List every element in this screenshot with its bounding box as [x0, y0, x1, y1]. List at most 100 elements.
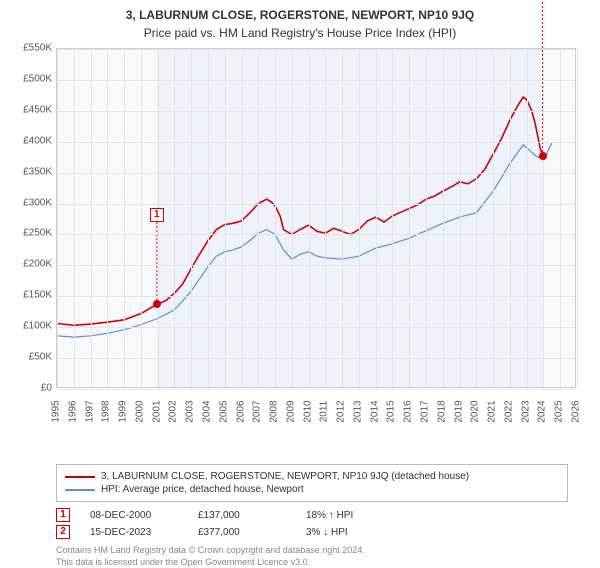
grid-v: [107, 49, 108, 387]
x-axis-label: 2004: [201, 400, 212, 422]
grid-h: [57, 111, 575, 112]
grid-v: [342, 49, 343, 387]
attribution: Contains HM Land Registry data © Crown c…: [56, 545, 568, 568]
x-axis-label: 2001: [151, 400, 162, 422]
x-axis-label: 2005: [218, 400, 229, 422]
x-axis-label: 2000: [134, 400, 145, 422]
transactions-table: 108-DEC-2000£137,00018% ↑ HPI215-DEC-202…: [56, 508, 568, 539]
transaction-price: £137,000: [198, 510, 286, 521]
x-axis-label: 2014: [369, 400, 380, 422]
grid-h: [57, 173, 575, 174]
y-axis-label: £300K: [12, 197, 52, 208]
x-axis-label: 2012: [336, 400, 347, 422]
x-axis-label: 1998: [101, 400, 112, 422]
x-axis-label: 2020: [470, 400, 481, 422]
grid-v: [560, 49, 561, 387]
grid-v: [527, 49, 528, 387]
grid-h: [57, 265, 575, 266]
grid-v: [141, 49, 142, 387]
x-axis-label: 2006: [235, 400, 246, 422]
x-axis-label: 2025: [554, 400, 565, 422]
legend: 3, LABURNUM CLOSE, ROGERSTONE, NEWPORT, …: [56, 464, 568, 502]
legend-item: 3, LABURNUM CLOSE, ROGERSTONE, NEWPORT, …: [65, 471, 559, 482]
x-axis-label: 2019: [453, 400, 464, 422]
x-axis-label: 2009: [285, 400, 296, 422]
x-axis-label: 2002: [168, 400, 179, 422]
grid-h: [57, 296, 575, 297]
legend-swatch: [65, 489, 95, 491]
grid-v: [543, 49, 544, 387]
x-axis-label: 1996: [67, 400, 78, 422]
grid-v: [325, 49, 326, 387]
x-axis-label: 2008: [269, 400, 280, 422]
grid-v: [376, 49, 377, 387]
x-axis-label: 2011: [319, 401, 330, 423]
grid-v: [275, 49, 276, 387]
chart: 12 £0£50K£100K£150K£200K£250K£300K£350K£…: [12, 48, 588, 428]
grid-v: [359, 49, 360, 387]
grid-v: [208, 49, 209, 387]
y-axis-label: £200K: [12, 259, 52, 270]
grid-v: [426, 49, 427, 387]
grid-h: [57, 234, 575, 235]
y-axis-label: £450K: [12, 104, 52, 115]
transaction-badge: 1: [56, 508, 70, 522]
legend-item: HPI: Average price, detached house, Newp…: [65, 484, 559, 495]
transaction-date: 08-DEC-2000: [90, 510, 178, 521]
grid-v: [443, 49, 444, 387]
grid-h: [57, 80, 575, 81]
x-axis-label: 2015: [386, 400, 397, 422]
chart-plot: 12: [56, 48, 576, 388]
transaction-marker-dot: [539, 152, 547, 160]
chart-series-line: [57, 97, 543, 325]
x-axis-label: 2022: [503, 400, 514, 422]
legend-label: HPI: Average price, detached house, Newp…: [101, 484, 304, 495]
grid-v: [124, 49, 125, 387]
y-axis-label: £150K: [12, 290, 52, 301]
grid-v: [476, 49, 477, 387]
grid-v: [91, 49, 92, 387]
attribution-line1: Contains HM Land Registry data © Crown c…: [56, 545, 568, 557]
y-axis-label: £400K: [12, 135, 52, 146]
x-axis-label: 2024: [537, 400, 548, 422]
x-axis-label: 2010: [302, 400, 313, 422]
x-axis-label: 2021: [487, 400, 498, 422]
transaction-row: 1 08-DEC-2000 £137,000 18% ↑ HPI: [56, 508, 568, 522]
x-axis-label: 2018: [436, 400, 447, 422]
grid-v: [258, 49, 259, 387]
x-axis-label: 2023: [520, 400, 531, 422]
grid-v: [242, 49, 243, 387]
chart-lines: [57, 49, 577, 389]
y-axis-label: £0: [12, 383, 52, 394]
grid-h: [57, 142, 575, 143]
grid-h: [57, 389, 575, 390]
transaction-delta: 18% ↑ HPI: [306, 510, 394, 521]
legend-swatch: [65, 476, 95, 478]
grid-v: [309, 49, 310, 387]
y-axis-label: £350K: [12, 166, 52, 177]
x-axis-label: 2013: [352, 400, 363, 422]
grid-v: [510, 49, 511, 387]
grid-v: [493, 49, 494, 387]
grid-h: [57, 327, 575, 328]
page-title: 3, LABURNUM CLOSE, ROGERSTONE, NEWPORT, …: [12, 8, 588, 22]
grid-v: [225, 49, 226, 387]
grid-v: [292, 49, 293, 387]
grid-h: [57, 358, 575, 359]
grid-h: [57, 49, 575, 50]
attribution-line2: This data is licensed under the Open Gov…: [56, 557, 568, 568]
transaction-delta: 3% ↓ HPI: [306, 527, 394, 538]
transaction-marker-dot: [153, 300, 161, 308]
grid-v: [74, 49, 75, 387]
y-axis-label: £250K: [12, 228, 52, 239]
legend-label: 3, LABURNUM CLOSE, ROGERSTONE, NEWPORT, …: [101, 471, 469, 482]
grid-v: [392, 49, 393, 387]
grid-v: [409, 49, 410, 387]
grid-v: [191, 49, 192, 387]
x-axis-label: 2026: [571, 400, 582, 422]
transaction-marker-box: 1: [150, 208, 164, 222]
page-subtitle: Price paid vs. HM Land Registry's House …: [12, 26, 588, 40]
y-axis-label: £100K: [12, 321, 52, 332]
transaction-price: £377,000: [198, 527, 286, 538]
x-axis-label: 1995: [51, 400, 62, 422]
